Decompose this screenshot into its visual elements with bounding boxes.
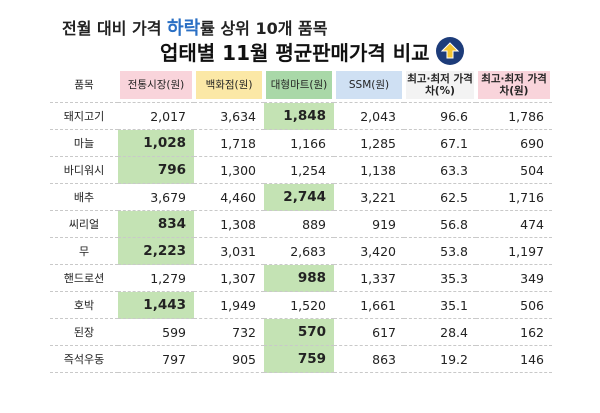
table-row: 마늘 1,028 1,718 1,166 1,285 67.1 690: [50, 129, 552, 157]
page-title: 업태별 11월 평균판매가격 비교: [160, 36, 464, 66]
cell-market: 1,279: [118, 264, 194, 292]
cell-dept: 1,308: [194, 210, 264, 238]
cell-dept: 1,949: [194, 291, 264, 319]
header-item: 품목: [50, 68, 118, 103]
cell-dept: 732: [194, 318, 264, 346]
cell-mart: 1,254: [264, 156, 334, 184]
header-market: 전통시장(원): [118, 68, 194, 103]
table-row: 배추 3,679 4,460 2,744 3,221 62.5 1,716: [50, 183, 552, 211]
cell-diff: 506: [476, 291, 552, 319]
table-row: 씨리얼 834 1,308 889 919 56.8 474: [50, 210, 552, 238]
table-row: 바디워시 796 1,300 1,254 1,138 63.3 504: [50, 156, 552, 184]
cell-mart: 1,520: [264, 291, 334, 319]
header-mart: 대형마트(원): [264, 68, 334, 103]
table-row: 핸드로션 1,279 1,307 988 1,337 35.3 349: [50, 264, 552, 292]
table-row: 호박 1,443 1,949 1,520 1,661 35.1 506: [50, 291, 552, 319]
subtitle-post: 률 상위 10개 품목: [200, 19, 328, 38]
subtitle-pre: 전월 대비 가격: [62, 19, 168, 38]
cell-ssm: 3,420: [334, 237, 404, 265]
item-name: 마늘: [50, 129, 118, 157]
cell-ssm: 1,138: [334, 156, 404, 184]
item-name: 씨리얼: [50, 210, 118, 238]
cell-ratio: 62.5: [404, 183, 476, 211]
cell-market: 834: [118, 210, 194, 238]
cell-mart: 759: [264, 345, 334, 373]
subtitle-highlight: 하락: [167, 18, 201, 39]
cell-dept: 905: [194, 345, 264, 373]
cell-ratio: 56.8: [404, 210, 476, 238]
cell-market: 2,017: [118, 102, 194, 130]
header-dept: 백화점(원): [194, 68, 264, 103]
cell-market: 2,223: [118, 237, 194, 265]
cell-diff: 690: [476, 129, 552, 157]
cell-ratio: 67.1: [404, 129, 476, 157]
table-row: 즉석우동 797 905 759 863 19.2 146: [50, 345, 552, 373]
cell-diff: 1,716: [476, 183, 552, 211]
cell-mart: 1,848: [264, 102, 334, 130]
cell-ssm: 2,043: [334, 102, 404, 130]
item-name: 된장: [50, 318, 118, 346]
cell-mart: 2,744: [264, 183, 334, 211]
item-name: 바디워시: [50, 156, 118, 184]
cell-ratio: 35.3: [404, 264, 476, 292]
header-ratio: 최고·최저 가격차(%): [404, 68, 476, 103]
cell-ssm: 919: [334, 210, 404, 238]
cell-diff: 1,786: [476, 102, 552, 130]
table-row: 된장 599 732 570 617 28.4 162: [50, 318, 552, 346]
cell-mart: 988: [264, 264, 334, 292]
cell-dept: 1,300: [194, 156, 264, 184]
cell-mart: 889: [264, 210, 334, 238]
cell-mart: 2,683: [264, 237, 334, 265]
cell-ssm: 863: [334, 345, 404, 373]
cell-ratio: 53.8: [404, 237, 476, 265]
table-row: 돼지고기 2,017 3,634 1,848 2,043 96.6 1,786: [50, 102, 552, 130]
table-row: 무 2,223 3,031 2,683 3,420 53.8 1,197: [50, 237, 552, 265]
header-row: 품목 전통시장(원) 백화점(원) 대형마트(원) SSM(원) 최고·최저 가…: [50, 68, 552, 103]
cell-ratio: 63.3: [404, 156, 476, 184]
cell-ssm: 1,661: [334, 291, 404, 319]
cell-dept: 3,634: [194, 102, 264, 130]
cell-market: 796: [118, 156, 194, 184]
subtitle: 전월 대비 가격 하락률 상위 10개 품목: [62, 14, 327, 40]
cell-diff: 504: [476, 156, 552, 184]
cell-market: 1,443: [118, 291, 194, 319]
cell-mart: 1,166: [264, 129, 334, 157]
cell-diff: 146: [476, 345, 552, 373]
cell-dept: 1,718: [194, 129, 264, 157]
item-name: 무: [50, 237, 118, 265]
page-title-text: 업태별 11월 평균판매가격 비교: [160, 40, 430, 65]
cell-diff: 1,197: [476, 237, 552, 265]
arrow-up-icon: [435, 37, 464, 65]
cell-market: 1,028: [118, 129, 194, 157]
header-ssm: SSM(원): [334, 68, 404, 103]
cell-ssm: 1,285: [334, 129, 404, 157]
cell-dept: 4,460: [194, 183, 264, 211]
cell-market: 797: [118, 345, 194, 373]
cell-mart: 570: [264, 318, 334, 346]
item-name: 핸드로션: [50, 264, 118, 292]
item-name: 배추: [50, 183, 118, 211]
cell-ratio: 96.6: [404, 102, 476, 130]
cell-ssm: 617: [334, 318, 404, 346]
item-name: 즉석우동: [50, 345, 118, 373]
header-diff: 최고·최저 가격차(원): [476, 68, 552, 103]
cell-market: 3,679: [118, 183, 194, 211]
cell-ssm: 3,221: [334, 183, 404, 211]
cell-ssm: 1,337: [334, 264, 404, 292]
cell-ratio: 35.1: [404, 291, 476, 319]
cell-diff: 474: [476, 210, 552, 238]
cell-ratio: 28.4: [404, 318, 476, 346]
cell-dept: 1,307: [194, 264, 264, 292]
cell-diff: 349: [476, 264, 552, 292]
cell-ratio: 19.2: [404, 345, 476, 373]
price-table: 품목 전통시장(원) 백화점(원) 대형마트(원) SSM(원) 최고·최저 가…: [50, 68, 552, 373]
item-name: 호박: [50, 291, 118, 319]
cell-dept: 3,031: [194, 237, 264, 265]
item-name: 돼지고기: [50, 102, 118, 130]
cell-diff: 162: [476, 318, 552, 346]
cell-market: 599: [118, 318, 194, 346]
